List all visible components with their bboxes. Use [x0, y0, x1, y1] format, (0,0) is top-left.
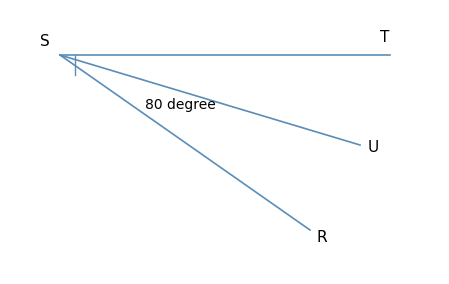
- Text: R: R: [316, 231, 326, 245]
- Text: U: U: [368, 141, 379, 156]
- Text: 80 degree: 80 degree: [145, 98, 216, 112]
- Text: S: S: [40, 34, 50, 49]
- Text: T: T: [380, 30, 390, 45]
